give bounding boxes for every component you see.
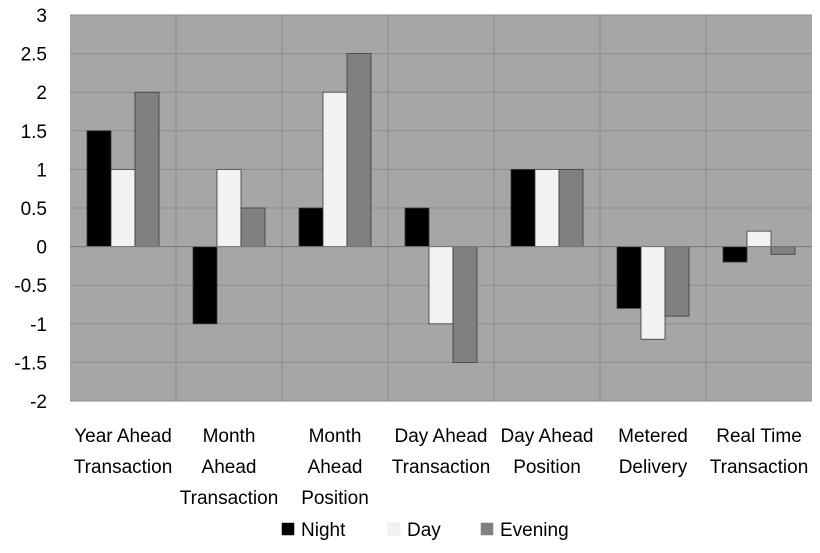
x-tick-label: Transaction [710, 457, 809, 478]
x-tick-label: Position [301, 488, 369, 509]
bar-evening [452, 246, 478, 363]
x-tick-label: Transaction [180, 488, 279, 509]
x-tick-label: Month [203, 426, 256, 447]
bar-night [510, 168, 536, 247]
y-tick-label: 1 [36, 160, 47, 181]
bar-night [722, 246, 748, 263]
bar-day [216, 168, 242, 247]
y-tick-label: 2 [36, 83, 47, 104]
x-tick-label: Metered [618, 426, 688, 447]
y-tick-label: 3 [36, 6, 47, 27]
bar-day [746, 230, 772, 248]
legend-swatch-night [281, 522, 295, 536]
bar-night [404, 207, 430, 247]
bar-evening [346, 53, 372, 247]
y-tick-label: 0.5 [21, 199, 47, 220]
bar-night [616, 246, 642, 309]
x-tick-label: Delivery [619, 457, 688, 478]
y-tick-label: -0.5 [14, 276, 47, 297]
bar-evening [134, 91, 160, 247]
bar-night [192, 246, 218, 325]
x-tick-label: Ahead [202, 457, 257, 478]
legend-label-night: Night [301, 520, 346, 541]
x-tick-label: Position [513, 457, 581, 478]
y-tick-label: 1.5 [21, 122, 47, 143]
bar-day [428, 246, 454, 325]
x-tick-label: Day Ahead [395, 426, 488, 447]
x-tick-label: Real Time [716, 426, 802, 447]
bar-evening [558, 168, 584, 247]
bar-evening [664, 246, 690, 317]
bar-day [322, 91, 348, 247]
bar-night [298, 207, 324, 247]
bar-day [534, 168, 560, 247]
legend-label-day: Day [407, 520, 441, 541]
legend-swatch-day [387, 522, 401, 536]
bar-evening [770, 246, 796, 255]
y-tick-label: 0 [36, 238, 47, 259]
bar-night [86, 130, 112, 248]
bar-day [640, 246, 666, 340]
bar-day [110, 168, 136, 247]
y-tick-label: -2 [30, 392, 47, 413]
y-tick-label: 2.5 [21, 45, 47, 66]
legend-swatch-evening [480, 522, 494, 536]
x-tick-label: Transaction [74, 457, 173, 478]
legend-label-evening: Evening [500, 520, 569, 541]
bar-evening [240, 207, 266, 247]
x-tick-label: Day Ahead [501, 426, 594, 447]
x-tick-label: Month [309, 426, 362, 447]
y-tick-label: -1 [30, 315, 47, 336]
y-tick-label: -1.5 [14, 353, 47, 374]
x-tick-label: Year Ahead [74, 426, 172, 447]
x-tick-label: Transaction [392, 457, 491, 478]
x-tick-label: Ahead [308, 457, 363, 478]
